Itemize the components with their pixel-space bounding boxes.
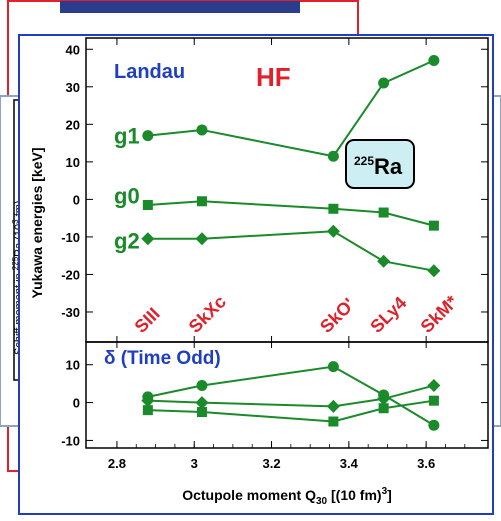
- y-tick-label-bottom: 0: [73, 396, 80, 411]
- y-tick-label-top: -10: [61, 230, 80, 245]
- bottom-point-2: [378, 403, 389, 414]
- top-point-g0: [142, 200, 153, 211]
- bottom-point-0: [196, 380, 208, 392]
- y-tick-label-top: 20: [66, 117, 80, 132]
- bottom-point-2: [428, 395, 439, 406]
- force-label: SkXc: [185, 292, 230, 337]
- y-tick-label-top: 10: [66, 155, 80, 170]
- top-point-g1: [142, 130, 154, 142]
- top-series-line-g0: [147, 200, 435, 227]
- series-label-g1: g1: [114, 124, 140, 149]
- isotope-badge-text: 225Ra: [354, 154, 403, 179]
- top-point-g2: [377, 254, 391, 268]
- top-point-g0: [378, 207, 389, 218]
- panel-title-hf: HF: [256, 62, 291, 92]
- panel-title-landau: Landau: [114, 61, 185, 83]
- figure-panel: -30 -20 -10 0 10 20 30 40 -10 0 10 2.8 3 3.2 3.4 3.6 Yuk…: [18, 34, 494, 515]
- bottom-point-1: [427, 379, 441, 393]
- bottom-point-1: [141, 394, 155, 408]
- bottom-point-1: [326, 399, 340, 413]
- top-point-g2: [326, 224, 340, 238]
- x-axis-label: Octupole moment Q30 [(10 fm)3]: [182, 486, 392, 507]
- top-point-g1: [196, 124, 208, 136]
- top-point-g1: [378, 77, 390, 89]
- back-header-bar: [60, 1, 300, 13]
- x-tick-label: 3.2: [262, 456, 280, 471]
- top-point-g2: [427, 264, 441, 278]
- y-tick-label-top: -20: [61, 267, 80, 282]
- bottom-series-line-2: [147, 399, 435, 423]
- y-axis-label: Yukawa energies [keV]: [29, 148, 45, 299]
- bottom-point-1: [195, 396, 209, 410]
- x-tick-label: 3: [191, 456, 198, 471]
- bottom-plot-frame: [85, 341, 489, 449]
- top-series-line-g2: [147, 230, 435, 272]
- bottom-point-0: [428, 419, 440, 431]
- top-point-g0: [196, 196, 207, 207]
- force-label: SkO': [316, 294, 359, 337]
- force-label: SkM*: [417, 292, 462, 337]
- x-tick-label: 3.6: [417, 456, 435, 471]
- y-tick-label-top: 0: [73, 192, 80, 207]
- top-point-g0: [428, 220, 439, 231]
- yukawa-chart: -30 -20 -10 0 10 20 30 40 -10 0 10 2.8 3 3.2 3.4 3.6 Yuk…: [29, 37, 489, 507]
- bottom-point-2: [196, 407, 207, 418]
- force-label: SLy4: [366, 293, 410, 337]
- y-tick-label-top: 30: [66, 80, 80, 95]
- isotope-badge: [345, 139, 415, 189]
- force-label: SIII: [131, 304, 164, 337]
- bottom-point-2: [142, 405, 153, 416]
- x-tick-label: 3.4: [340, 456, 359, 471]
- x-tick-label: 2.8: [108, 456, 126, 471]
- top-point-g2: [141, 232, 155, 246]
- bottom-panel-title: δ (Time Odd): [104, 348, 221, 369]
- top-point-g0: [328, 203, 339, 214]
- bottom-point-1: [377, 392, 391, 406]
- series-label-g2: g2: [114, 229, 140, 254]
- top-point-g1: [428, 55, 440, 67]
- y-tick-label-top: -30: [61, 305, 80, 320]
- y-tick-label-top: 40: [66, 42, 80, 57]
- bottom-point-0: [327, 361, 339, 373]
- bottom-point-2: [328, 416, 339, 427]
- y-tick-label-bottom: 10: [66, 358, 80, 373]
- y-tick-label-bottom: -10: [61, 433, 80, 448]
- series-label-g0: g0: [114, 184, 140, 209]
- top-point-g2: [195, 232, 209, 246]
- top-point-g1: [327, 150, 339, 162]
